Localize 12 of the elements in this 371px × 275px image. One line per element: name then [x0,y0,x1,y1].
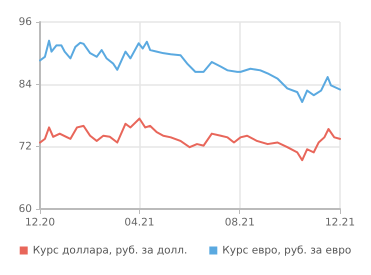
line-series [39,40,341,103]
x-tick-label: 12.21 [324,216,356,228]
y-tick-label: 72 [18,140,32,153]
y-tick-label: 84 [18,78,32,90]
y-tick-label: 60 [18,203,32,215]
line-series [39,118,341,162]
y-tick-label: 96 [18,16,32,28]
x-tick-label: 12.20 [24,216,56,228]
legend-label: Курс евро, руб. за евро [222,244,352,256]
legend-label: Курс доллара, руб. за долл. [32,244,188,256]
x-tick-label: 08.21 [224,216,255,228]
x-tick-label: 04.21 [124,216,154,228]
